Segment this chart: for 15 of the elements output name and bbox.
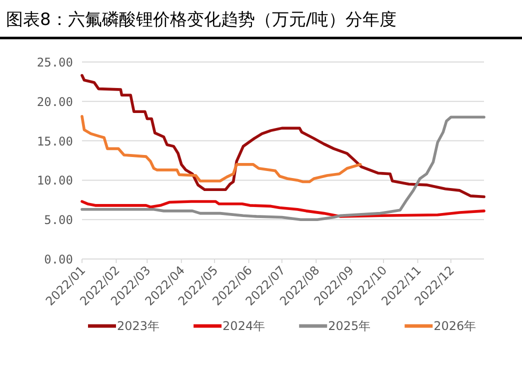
line-series (80, 200, 486, 218)
line-series (80, 74, 486, 198)
y-tick-label: 5.00 (44, 213, 73, 228)
legend-label: 2024年 (222, 319, 266, 333)
legend-label: 2025年 (328, 319, 371, 333)
chart-title: 图表8：六氟磷酸锂价格变化趋势（万元/吨）分年度 (6, 10, 397, 30)
y-tick-label: 20.00 (36, 94, 73, 109)
legend-label: 2023年 (117, 319, 160, 333)
y-tick-label: 15.00 (36, 134, 73, 148)
y-tick-label: 0.00 (44, 252, 73, 266)
line-series (80, 116, 486, 221)
legend-label: 2026年 (434, 319, 476, 333)
y-tick-label: 10.00 (36, 174, 73, 188)
line-series (80, 114, 362, 184)
y-tick-label: 25.00 (36, 56, 73, 70)
